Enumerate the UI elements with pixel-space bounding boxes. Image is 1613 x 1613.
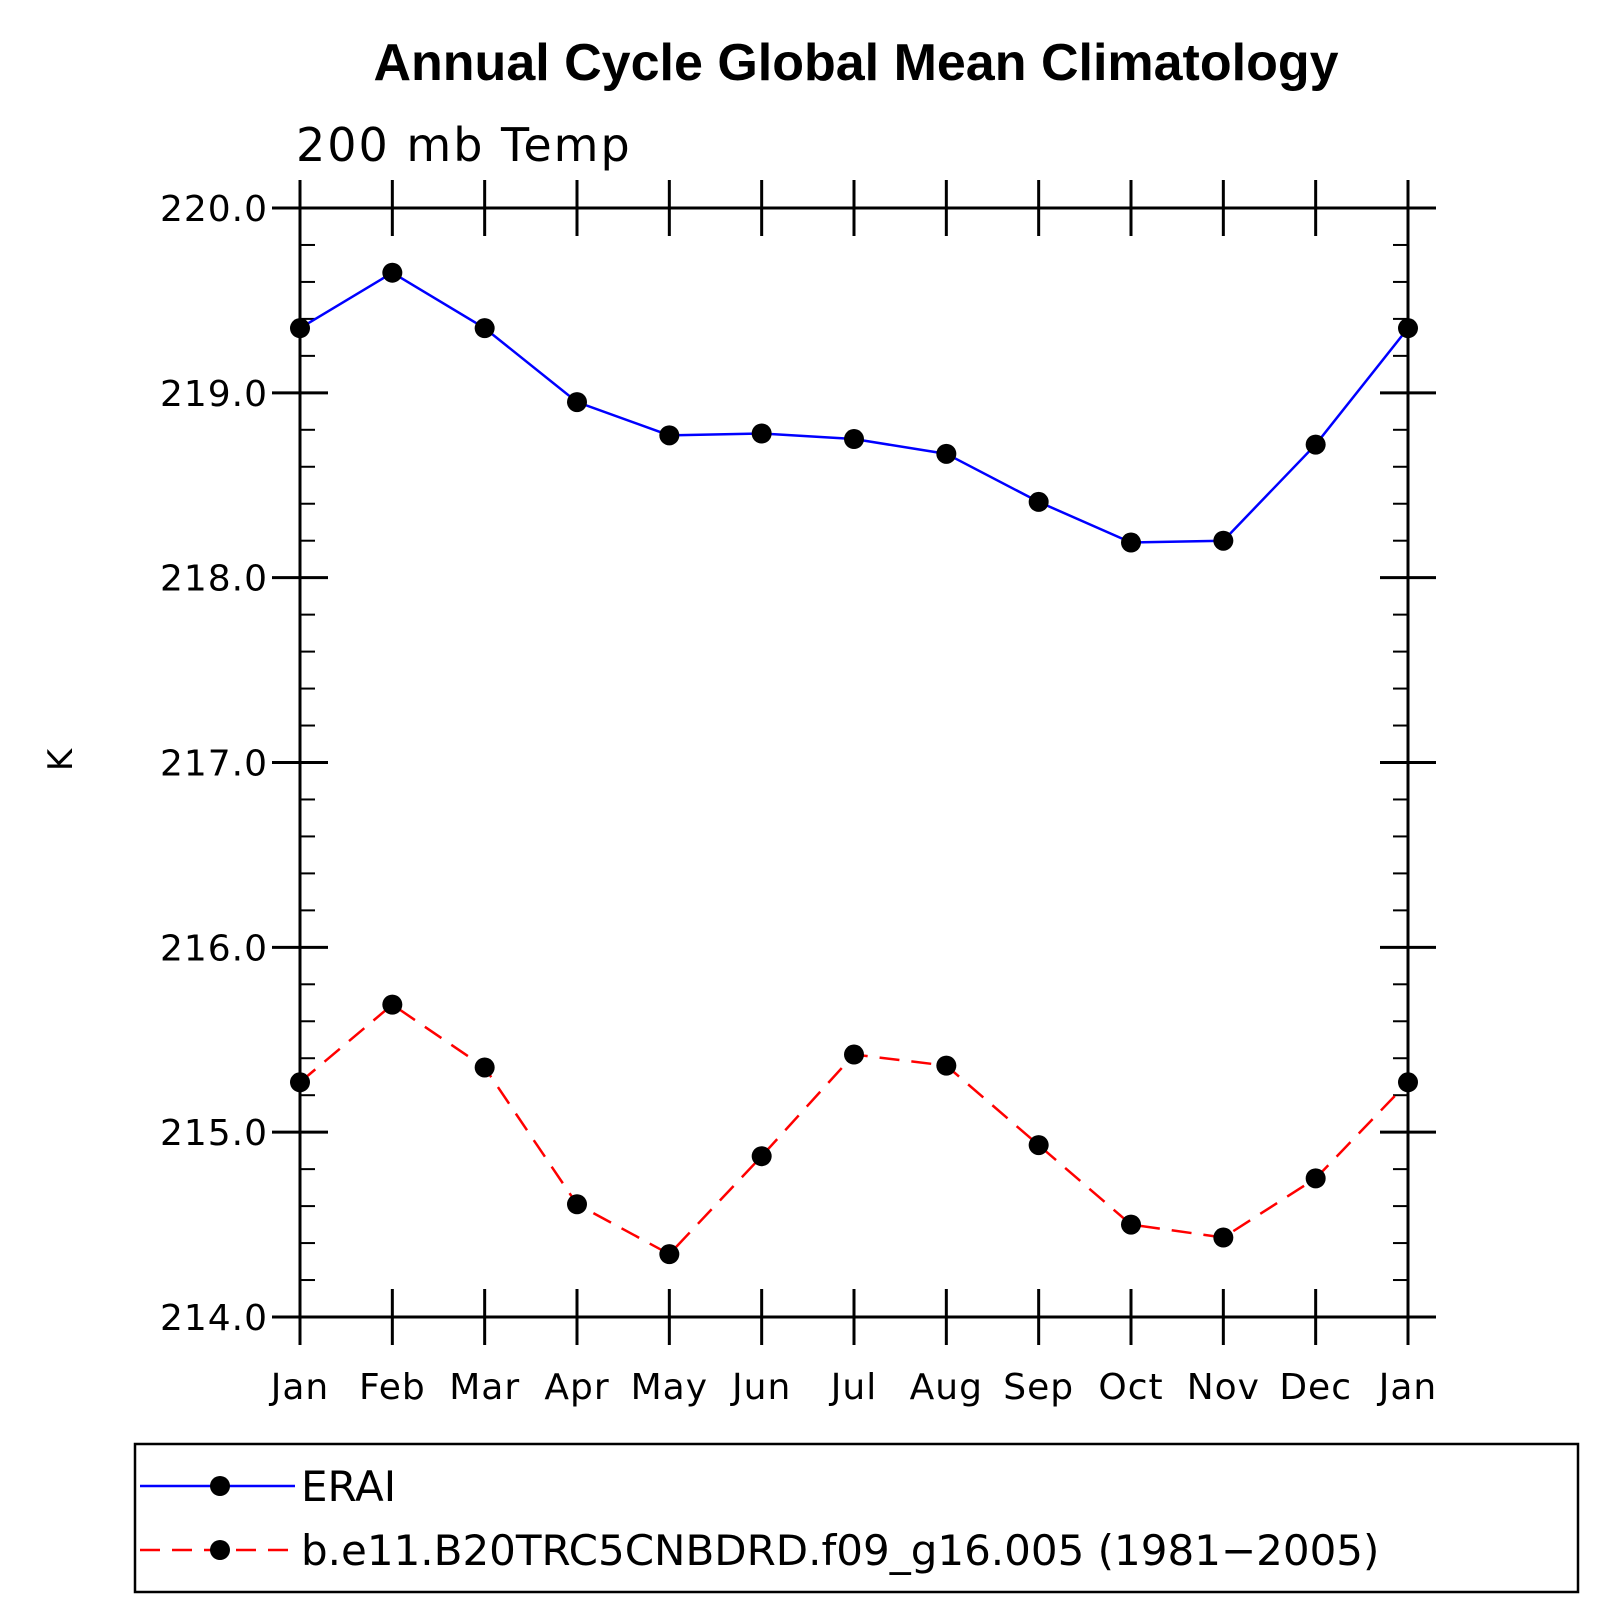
data-point (936, 1055, 957, 1076)
x-tick-label: Mar (449, 1367, 520, 1408)
data-point (567, 392, 587, 413)
data-point (382, 262, 403, 283)
data-point (382, 994, 403, 1015)
data-point (474, 1057, 495, 1078)
x-tick-label: Dec (1279, 1367, 1352, 1408)
data-point (659, 425, 680, 446)
x-tick-label: May (631, 1367, 708, 1408)
legend-swatch-marker (210, 1476, 230, 1496)
data-point (290, 1072, 310, 1093)
y-tick-label: 220.0 (160, 189, 268, 230)
chart-subtitle: 200 mb Temp (296, 118, 632, 172)
data-point (1305, 1168, 1326, 1189)
data-point (1398, 1072, 1418, 1093)
plot-frame (298, 206, 1410, 1319)
y-tick-label: 214.0 (160, 1298, 268, 1339)
data-point (1028, 491, 1049, 512)
x-tick-label: Sep (1003, 1367, 1074, 1408)
data-point (751, 1146, 772, 1167)
data-point (659, 1244, 680, 1265)
y-tick-label: 217.0 (160, 744, 268, 785)
y-tick-label: 215.0 (160, 1113, 268, 1154)
legend-box (133, 1442, 1580, 1594)
legend: ERAI b.e11.B20TRC5CNBDRD.f09_g16.005 (198… (133, 1442, 1580, 1594)
data-point (1398, 318, 1418, 339)
legend-swatch-marker (210, 1540, 230, 1560)
data-point (751, 423, 772, 444)
x-tick-label: Apr (544, 1367, 609, 1408)
series-line-1 (299, 1003, 1409, 1256)
x-tick-label: Feb (359, 1367, 426, 1408)
data-point (844, 1044, 864, 1065)
data-point (1028, 1135, 1049, 1156)
legend-label: b.e11.B20TRC5CNBDRD.f09_g16.005 (1981−20… (301, 1526, 1379, 1575)
series-line-0 (299, 271, 1409, 544)
y-axis-label: K (41, 747, 81, 771)
data-point (567, 1194, 587, 1215)
x-tick-label: Jun (730, 1367, 791, 1408)
data-point (290, 318, 310, 339)
x-tick-label: Jul (829, 1367, 877, 1408)
y-tick-label: 219.0 (160, 374, 268, 415)
x-tick-label: Jan (1377, 1367, 1438, 1408)
data-point (844, 429, 864, 450)
data-point (1213, 530, 1234, 551)
plot-area: 214.0 215.0 216.0 217.0 218.0 219.0 220.0 Jan Fe… (160, 180, 1438, 1408)
x-tick-label: Nov (1187, 1367, 1260, 1408)
data-point (936, 443, 957, 464)
data-point (1305, 434, 1326, 455)
x-tick-label: Jan (269, 1367, 330, 1408)
data-point (474, 318, 495, 339)
x-tick-label: Aug (910, 1367, 983, 1408)
y-tick-label: 218.0 (160, 559, 268, 600)
chart-title: Annual Cycle Global Mean Climatology (373, 34, 1338, 92)
data-point (1213, 1227, 1234, 1248)
data-point (1121, 532, 1141, 553)
x-tick-label: Oct (1098, 1367, 1163, 1408)
data-point (1121, 1214, 1141, 1235)
y-tick-label: 216.0 (160, 928, 268, 969)
legend-label: ERAI (301, 1462, 396, 1511)
